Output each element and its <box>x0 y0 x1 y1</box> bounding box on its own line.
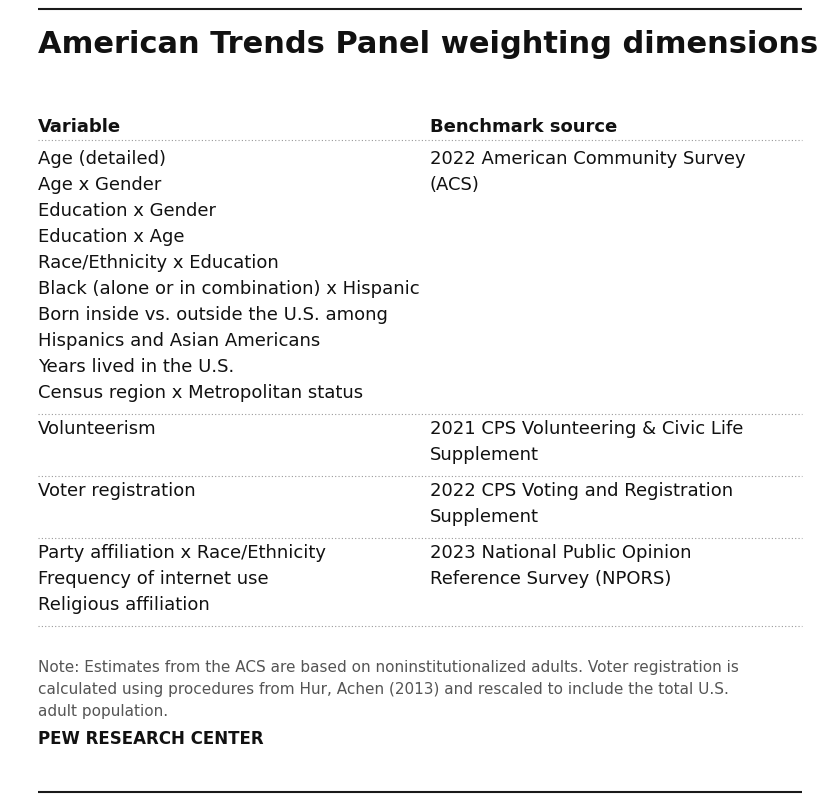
Text: Born inside vs. outside the U.S. among: Born inside vs. outside the U.S. among <box>38 306 388 324</box>
Text: Years lived in the U.S.: Years lived in the U.S. <box>38 357 234 376</box>
Text: adult population.: adult population. <box>38 703 168 718</box>
Text: Age (detailed): Age (detailed) <box>38 150 166 168</box>
Text: Volunteerism: Volunteerism <box>38 419 156 438</box>
Text: Supplement: Supplement <box>430 446 539 463</box>
Text: Reference Survey (NPORS): Reference Survey (NPORS) <box>430 569 671 587</box>
Text: calculated using procedures from Hur, Achen (2013) and rescaled to include the t: calculated using procedures from Hur, Ac… <box>38 681 729 696</box>
Text: Religious affiliation: Religious affiliation <box>38 595 210 613</box>
Text: Hispanics and Asian Americans: Hispanics and Asian Americans <box>38 332 320 349</box>
Text: Race/Ethnicity x Education: Race/Ethnicity x Education <box>38 254 279 271</box>
Text: 2022 American Community Survey: 2022 American Community Survey <box>430 150 746 168</box>
Text: (ACS): (ACS) <box>430 176 480 194</box>
Text: American Trends Panel weighting dimensions: American Trends Panel weighting dimensio… <box>38 30 818 59</box>
Text: Supplement: Supplement <box>430 507 539 525</box>
Text: 2023 National Public Opinion: 2023 National Public Opinion <box>430 544 691 561</box>
Text: Education x Age: Education x Age <box>38 228 185 246</box>
Text: 2021 CPS Volunteering & Civic Life: 2021 CPS Volunteering & Civic Life <box>430 419 743 438</box>
Text: Education x Gender: Education x Gender <box>38 202 216 220</box>
Text: Black (alone or in combination) x Hispanic: Black (alone or in combination) x Hispan… <box>38 279 420 298</box>
Text: Benchmark source: Benchmark source <box>430 118 617 136</box>
Text: Age x Gender: Age x Gender <box>38 176 161 194</box>
Text: Party affiliation x Race/Ethnicity: Party affiliation x Race/Ethnicity <box>38 544 326 561</box>
Text: Census region x Metropolitan status: Census region x Metropolitan status <box>38 384 363 402</box>
Text: Voter registration: Voter registration <box>38 482 196 499</box>
Text: 2022 CPS Voting and Registration: 2022 CPS Voting and Registration <box>430 482 733 499</box>
Text: Note: Estimates from the ACS are based on noninstitutionalized adults. Voter reg: Note: Estimates from the ACS are based o… <box>38 659 739 675</box>
Text: Variable: Variable <box>38 118 121 136</box>
Text: Frequency of internet use: Frequency of internet use <box>38 569 269 587</box>
Text: PEW RESEARCH CENTER: PEW RESEARCH CENTER <box>38 729 264 747</box>
